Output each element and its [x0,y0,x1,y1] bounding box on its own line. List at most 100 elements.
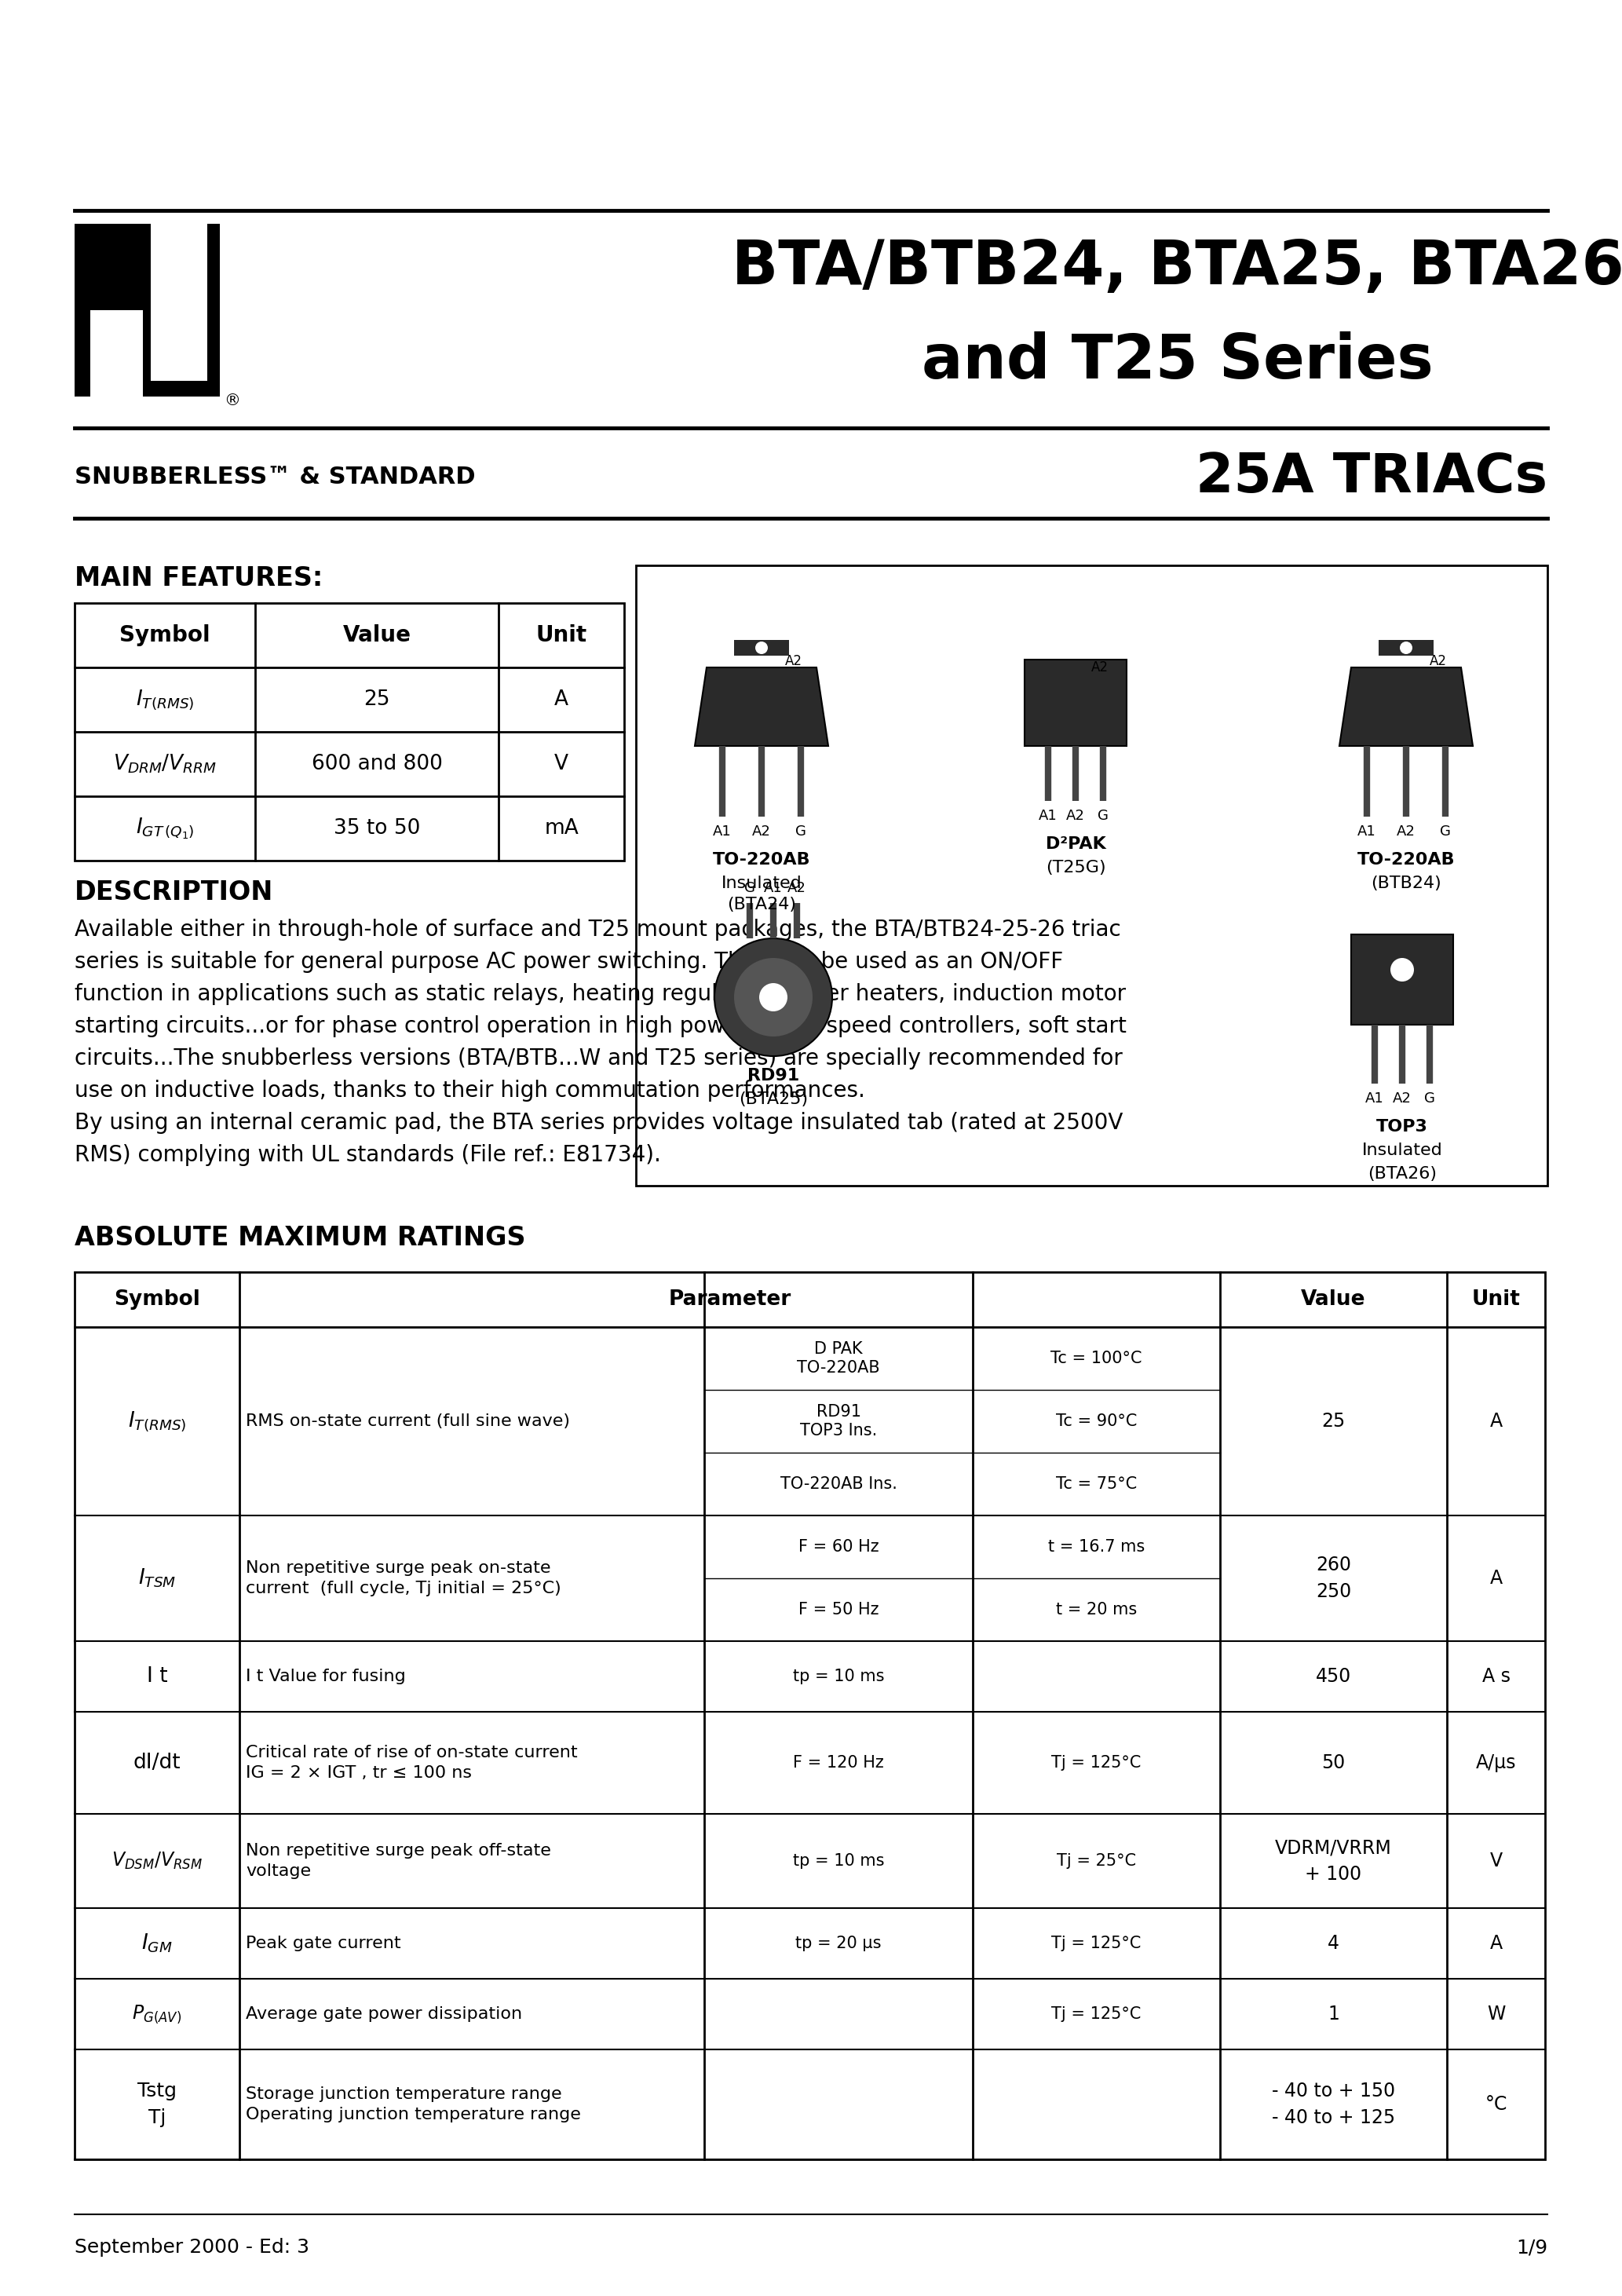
Polygon shape [694,668,829,746]
Text: A: A [555,689,568,709]
Bar [1379,641,1434,657]
Text: Non repetitive surge peak off-state
voltage: Non repetitive surge peak off-state volt… [247,1844,551,1878]
Circle shape [759,983,787,1010]
Text: circuits...The snubberless versions (BTA/BTB...W and T25 series) are specially r: circuits...The snubberless versions (BTA… [75,1047,1122,1070]
Text: A: A [1489,1568,1502,1589]
Text: $I_{T(RMS)}$: $I_{T(RMS)}$ [128,1410,187,1433]
Text: A2: A2 [785,654,803,668]
Text: 50: 50 [1322,1754,1345,1773]
Text: A1: A1 [714,824,732,838]
Text: V: V [1489,1851,1502,1871]
Text: RMS on-state current (full sine wave): RMS on-state current (full sine wave) [247,1414,569,1428]
Text: use on inductive loads, thanks to their high commutation performances.: use on inductive loads, thanks to their … [75,1079,865,1102]
Text: MAIN FEATURES:: MAIN FEATURES: [75,565,323,592]
Text: W: W [1487,2004,1505,2023]
Text: VDRM/VRRM
+ 100: VDRM/VRRM + 100 [1275,1839,1392,1883]
Text: Tj = 125°C: Tj = 125°C [1051,1754,1142,1770]
Text: (BTA26): (BTA26) [1367,1166,1437,1182]
Text: t = 20 ms: t = 20 ms [1056,1603,1137,1619]
Text: TO-220AB: TO-220AB [1358,852,1455,868]
Text: Average gate power dissipation: Average gate power dissipation [247,2007,522,2023]
Text: A1: A1 [764,882,783,895]
Text: Unit: Unit [1471,1290,1520,1309]
Text: Tstg
Tj: Tstg Tj [138,2082,177,2126]
Text: 600 and 800: 600 and 800 [311,753,443,774]
Text: $V_{DSM}/V_{RSM}$: $V_{DSM}/V_{RSM}$ [112,1851,203,1871]
Text: D PAK
TO-220AB: D PAK TO-220AB [796,1341,881,1375]
Text: 25A TRIACs: 25A TRIACs [1195,450,1547,503]
Text: series is suitable for general purpose AC power switching. They can be used as a: series is suitable for general purpose A… [75,951,1062,974]
Text: A2: A2 [753,824,770,838]
Text: tp = 10 ms: tp = 10 ms [793,1669,884,1685]
Text: V: V [555,753,568,774]
Text: (BTA24): (BTA24) [727,898,796,912]
Text: (BTB24): (BTB24) [1371,875,1442,891]
Text: Storage junction temperature range
Operating junction temperature range: Storage junction temperature range Opera… [247,2087,581,2122]
Text: D²PAK: D²PAK [1046,836,1106,852]
Bar [636,565,1547,1185]
Text: Peak gate current: Peak gate current [247,1936,401,1952]
Text: G: G [795,824,806,838]
Polygon shape [1025,659,1127,746]
Text: Critical rate of rise of on-state current
IG = 2 × IGT , tr ≤ 100 ns: Critical rate of rise of on-state curren… [247,1745,577,1782]
Text: Tj = 125°C: Tj = 125°C [1051,1936,1142,1952]
Text: Non repetitive surge peak on-state
current  (full cycle, Tj initial = 25°C): Non repetitive surge peak on-state curre… [247,1559,561,1596]
Text: A2: A2 [1066,808,1085,822]
Text: A1: A1 [1366,1091,1384,1107]
Text: F = 60 Hz: F = 60 Hz [798,1538,879,1554]
Text: Available either in through-hole of surface and T25 mount packages, the BTA/BTB2: Available either in through-hole of surf… [75,918,1121,941]
Text: Tj = 25°C: Tj = 25°C [1056,1853,1135,1869]
Text: 1: 1 [1328,2004,1340,2023]
Text: $I_{GT\,(Q_1)}$: $I_{GT\,(Q_1)}$ [136,815,195,840]
Circle shape [714,939,832,1056]
Text: Insulated: Insulated [1362,1143,1442,1157]
Text: function in applications such as static relays, heating regulation, water heater: function in applications such as static … [75,983,1126,1006]
Text: RD91
TOP3 Ins.: RD91 TOP3 Ins. [800,1403,878,1440]
Text: A2: A2 [1397,824,1416,838]
Text: TO-220AB: TO-220AB [712,852,811,868]
Bar [91,310,143,381]
Text: 25: 25 [363,689,389,709]
Text: I t: I t [146,1667,167,1688]
Circle shape [735,957,813,1035]
Text: G: G [1440,824,1450,838]
Text: t = 16.7 ms: t = 16.7 ms [1048,1538,1145,1554]
Text: $I_{T(RMS)}$: $I_{T(RMS)}$ [136,689,195,712]
Text: Symbol: Symbol [120,625,211,645]
Text: BTA/BTB24, BTA25, BTA26: BTA/BTB24, BTA25, BTA26 [732,236,1622,296]
Text: Insulated: Insulated [722,875,801,891]
Circle shape [756,641,767,654]
Text: A: A [1489,1412,1502,1430]
Text: Value: Value [1301,1290,1366,1309]
Text: DESCRIPTION: DESCRIPTION [75,879,274,905]
Bar [75,604,624,861]
Bar [167,223,208,381]
Text: 4: 4 [1327,1933,1340,1954]
Text: F = 120 Hz: F = 120 Hz [793,1754,884,1770]
Text: Tc = 100°C: Tc = 100°C [1051,1350,1142,1366]
Text: RMS) complying with UL standards (File ref.: E81734).: RMS) complying with UL standards (File r… [75,1143,660,1166]
Text: and T25 Series: and T25 Series [921,331,1434,390]
Text: $I_{GM}$: $I_{GM}$ [141,1933,172,1954]
Text: dI/dt: dI/dt [133,1752,180,1773]
Text: Parameter: Parameter [668,1290,792,1309]
Text: tp = 10 ms: tp = 10 ms [793,1853,884,1869]
Text: Tc = 75°C: Tc = 75°C [1056,1476,1137,1492]
Text: $V_{DRM}/V_{RRM}$: $V_{DRM}/V_{RRM}$ [114,753,217,776]
Bar [75,1272,1546,2158]
Text: $P_{G(AV)}$: $P_{G(AV)}$ [133,2004,182,2025]
Text: Value: Value [342,625,410,645]
Text: A2: A2 [788,882,806,895]
Text: (BTA25): (BTA25) [738,1091,808,1107]
Text: September 2000 - Ed: 3: September 2000 - Ed: 3 [75,2239,310,2257]
Text: 1/9: 1/9 [1517,2239,1547,2257]
Text: °C: °C [1484,2094,1507,2115]
Text: mA: mA [543,817,579,838]
Text: TO-220AB Ins.: TO-220AB Ins. [780,1476,897,1492]
Circle shape [1390,957,1414,980]
Bar [151,223,191,381]
Text: 260
250: 260 250 [1315,1557,1351,1600]
Bar [735,641,788,657]
Polygon shape [1351,934,1453,1024]
Text: F = 50 Hz: F = 50 Hz [798,1603,879,1619]
